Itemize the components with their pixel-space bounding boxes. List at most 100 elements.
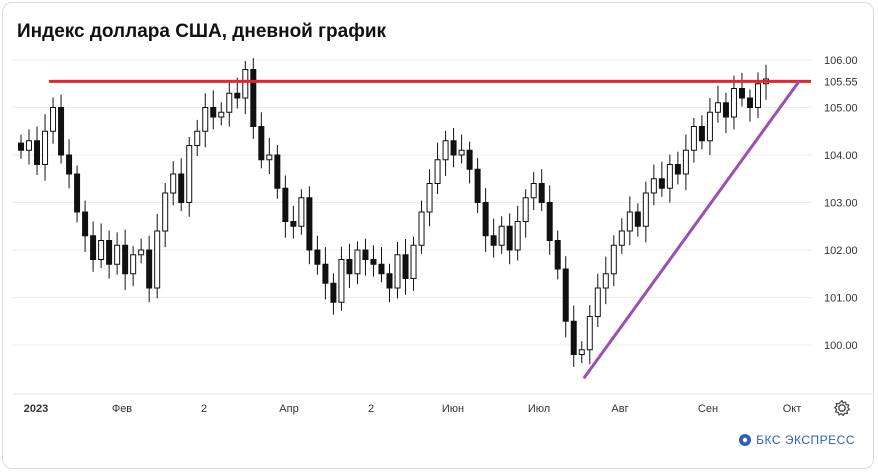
y-tick-label: 102.00 xyxy=(824,245,858,257)
candle-body xyxy=(410,244,417,279)
candle-body xyxy=(458,149,465,156)
candle-body xyxy=(538,183,545,203)
candle-body xyxy=(250,69,257,127)
x-tick-label: 2 xyxy=(368,403,374,415)
candle-body xyxy=(26,140,33,151)
candle-body xyxy=(66,154,73,175)
candle-body xyxy=(418,211,425,246)
candle-body xyxy=(74,173,81,213)
candle-body xyxy=(290,221,297,227)
gear-icon[interactable] xyxy=(832,398,852,418)
candle-body xyxy=(722,102,729,118)
candle-body xyxy=(634,211,641,227)
candle-body xyxy=(698,126,705,142)
x-tick-label: Сен xyxy=(698,403,718,415)
x-tick-label: Апр xyxy=(279,403,298,415)
candle-body xyxy=(562,268,569,322)
candle-body xyxy=(570,320,577,355)
y-tick-label: 106.00 xyxy=(824,55,858,67)
candle-body xyxy=(554,240,561,270)
candle-body xyxy=(362,249,369,260)
x-tick-label: Июн xyxy=(442,403,464,415)
candle-body xyxy=(618,230,625,246)
candle-body xyxy=(82,211,89,237)
x-tick-label: Фев xyxy=(112,403,132,415)
candle-body xyxy=(666,164,673,189)
candle-body xyxy=(650,178,657,194)
candle-body xyxy=(194,130,201,146)
candle-body xyxy=(98,240,105,260)
bks-logo-icon xyxy=(739,434,752,446)
candle-body xyxy=(138,249,145,256)
candle-body xyxy=(714,102,721,113)
support-trendline xyxy=(582,80,801,380)
chart-canvas[interactable]: 106.00 105.55 105.00 104.00 103.00 102.00 101.… xyxy=(3,3,874,469)
candle-body xyxy=(682,149,689,175)
candle-body xyxy=(18,142,24,151)
candle-body xyxy=(730,88,737,118)
y-tick-label: 104.00 xyxy=(824,150,858,162)
candle-body xyxy=(186,145,193,203)
candle-body xyxy=(146,249,153,289)
candle-body xyxy=(506,225,513,251)
candle-body xyxy=(370,259,377,265)
candle-body xyxy=(210,107,217,118)
candle-body xyxy=(474,168,481,203)
candle-body xyxy=(218,111,225,118)
candle-body xyxy=(442,140,449,161)
candle-body xyxy=(282,187,289,222)
candle-body xyxy=(322,263,329,284)
candle-body xyxy=(378,263,385,275)
candle-body xyxy=(258,126,265,161)
candle-body xyxy=(754,83,761,108)
y-tick-label: 105.55 xyxy=(824,76,858,88)
candle-body xyxy=(530,183,537,199)
candle-body xyxy=(434,159,441,184)
y-tick-label: 103.00 xyxy=(824,198,858,210)
candle-body xyxy=(154,230,161,289)
candle-body xyxy=(658,178,665,189)
candle-body xyxy=(482,202,489,237)
candle-body xyxy=(746,97,753,108)
candle-body xyxy=(602,273,609,289)
candle-body xyxy=(610,244,617,275)
candle-body xyxy=(202,107,209,132)
candle-body xyxy=(34,140,41,165)
candle-body xyxy=(130,254,137,275)
candle-body xyxy=(578,349,585,355)
x-tick-label: 2023 xyxy=(24,403,48,415)
candle-body xyxy=(674,164,681,175)
candle-body xyxy=(58,107,65,156)
candle-body xyxy=(170,173,177,194)
chart-title: Индекс доллара США, дневной график xyxy=(17,21,387,42)
candle-body xyxy=(642,192,649,227)
candle-body xyxy=(490,235,497,246)
candle-body xyxy=(738,88,745,99)
candle-body xyxy=(274,154,281,189)
candle-body xyxy=(42,130,49,165)
candle-body xyxy=(498,225,505,246)
candle-body xyxy=(314,249,321,265)
candle-body xyxy=(514,221,521,251)
brand-text: БКС ЭКСПРЕСС xyxy=(756,433,855,447)
candle-body xyxy=(346,259,353,275)
x-tick-label: Окт xyxy=(783,403,802,415)
candle-body xyxy=(106,240,113,265)
candle-body xyxy=(386,273,393,289)
candle-body xyxy=(50,107,57,132)
candle-body xyxy=(266,154,273,161)
candle-body xyxy=(338,259,345,303)
candle-body xyxy=(706,111,713,142)
candle-body xyxy=(178,173,185,203)
candle-body xyxy=(306,197,313,251)
candle-body xyxy=(690,126,697,151)
y-tick-label: 105.00 xyxy=(824,103,858,115)
candle-body xyxy=(330,282,337,303)
candle-body xyxy=(586,316,593,351)
candle-body xyxy=(546,202,553,241)
candle-body xyxy=(234,92,241,99)
candle-body xyxy=(162,192,169,232)
x-tick-label: Авг xyxy=(611,403,628,415)
candle-body xyxy=(522,197,529,222)
